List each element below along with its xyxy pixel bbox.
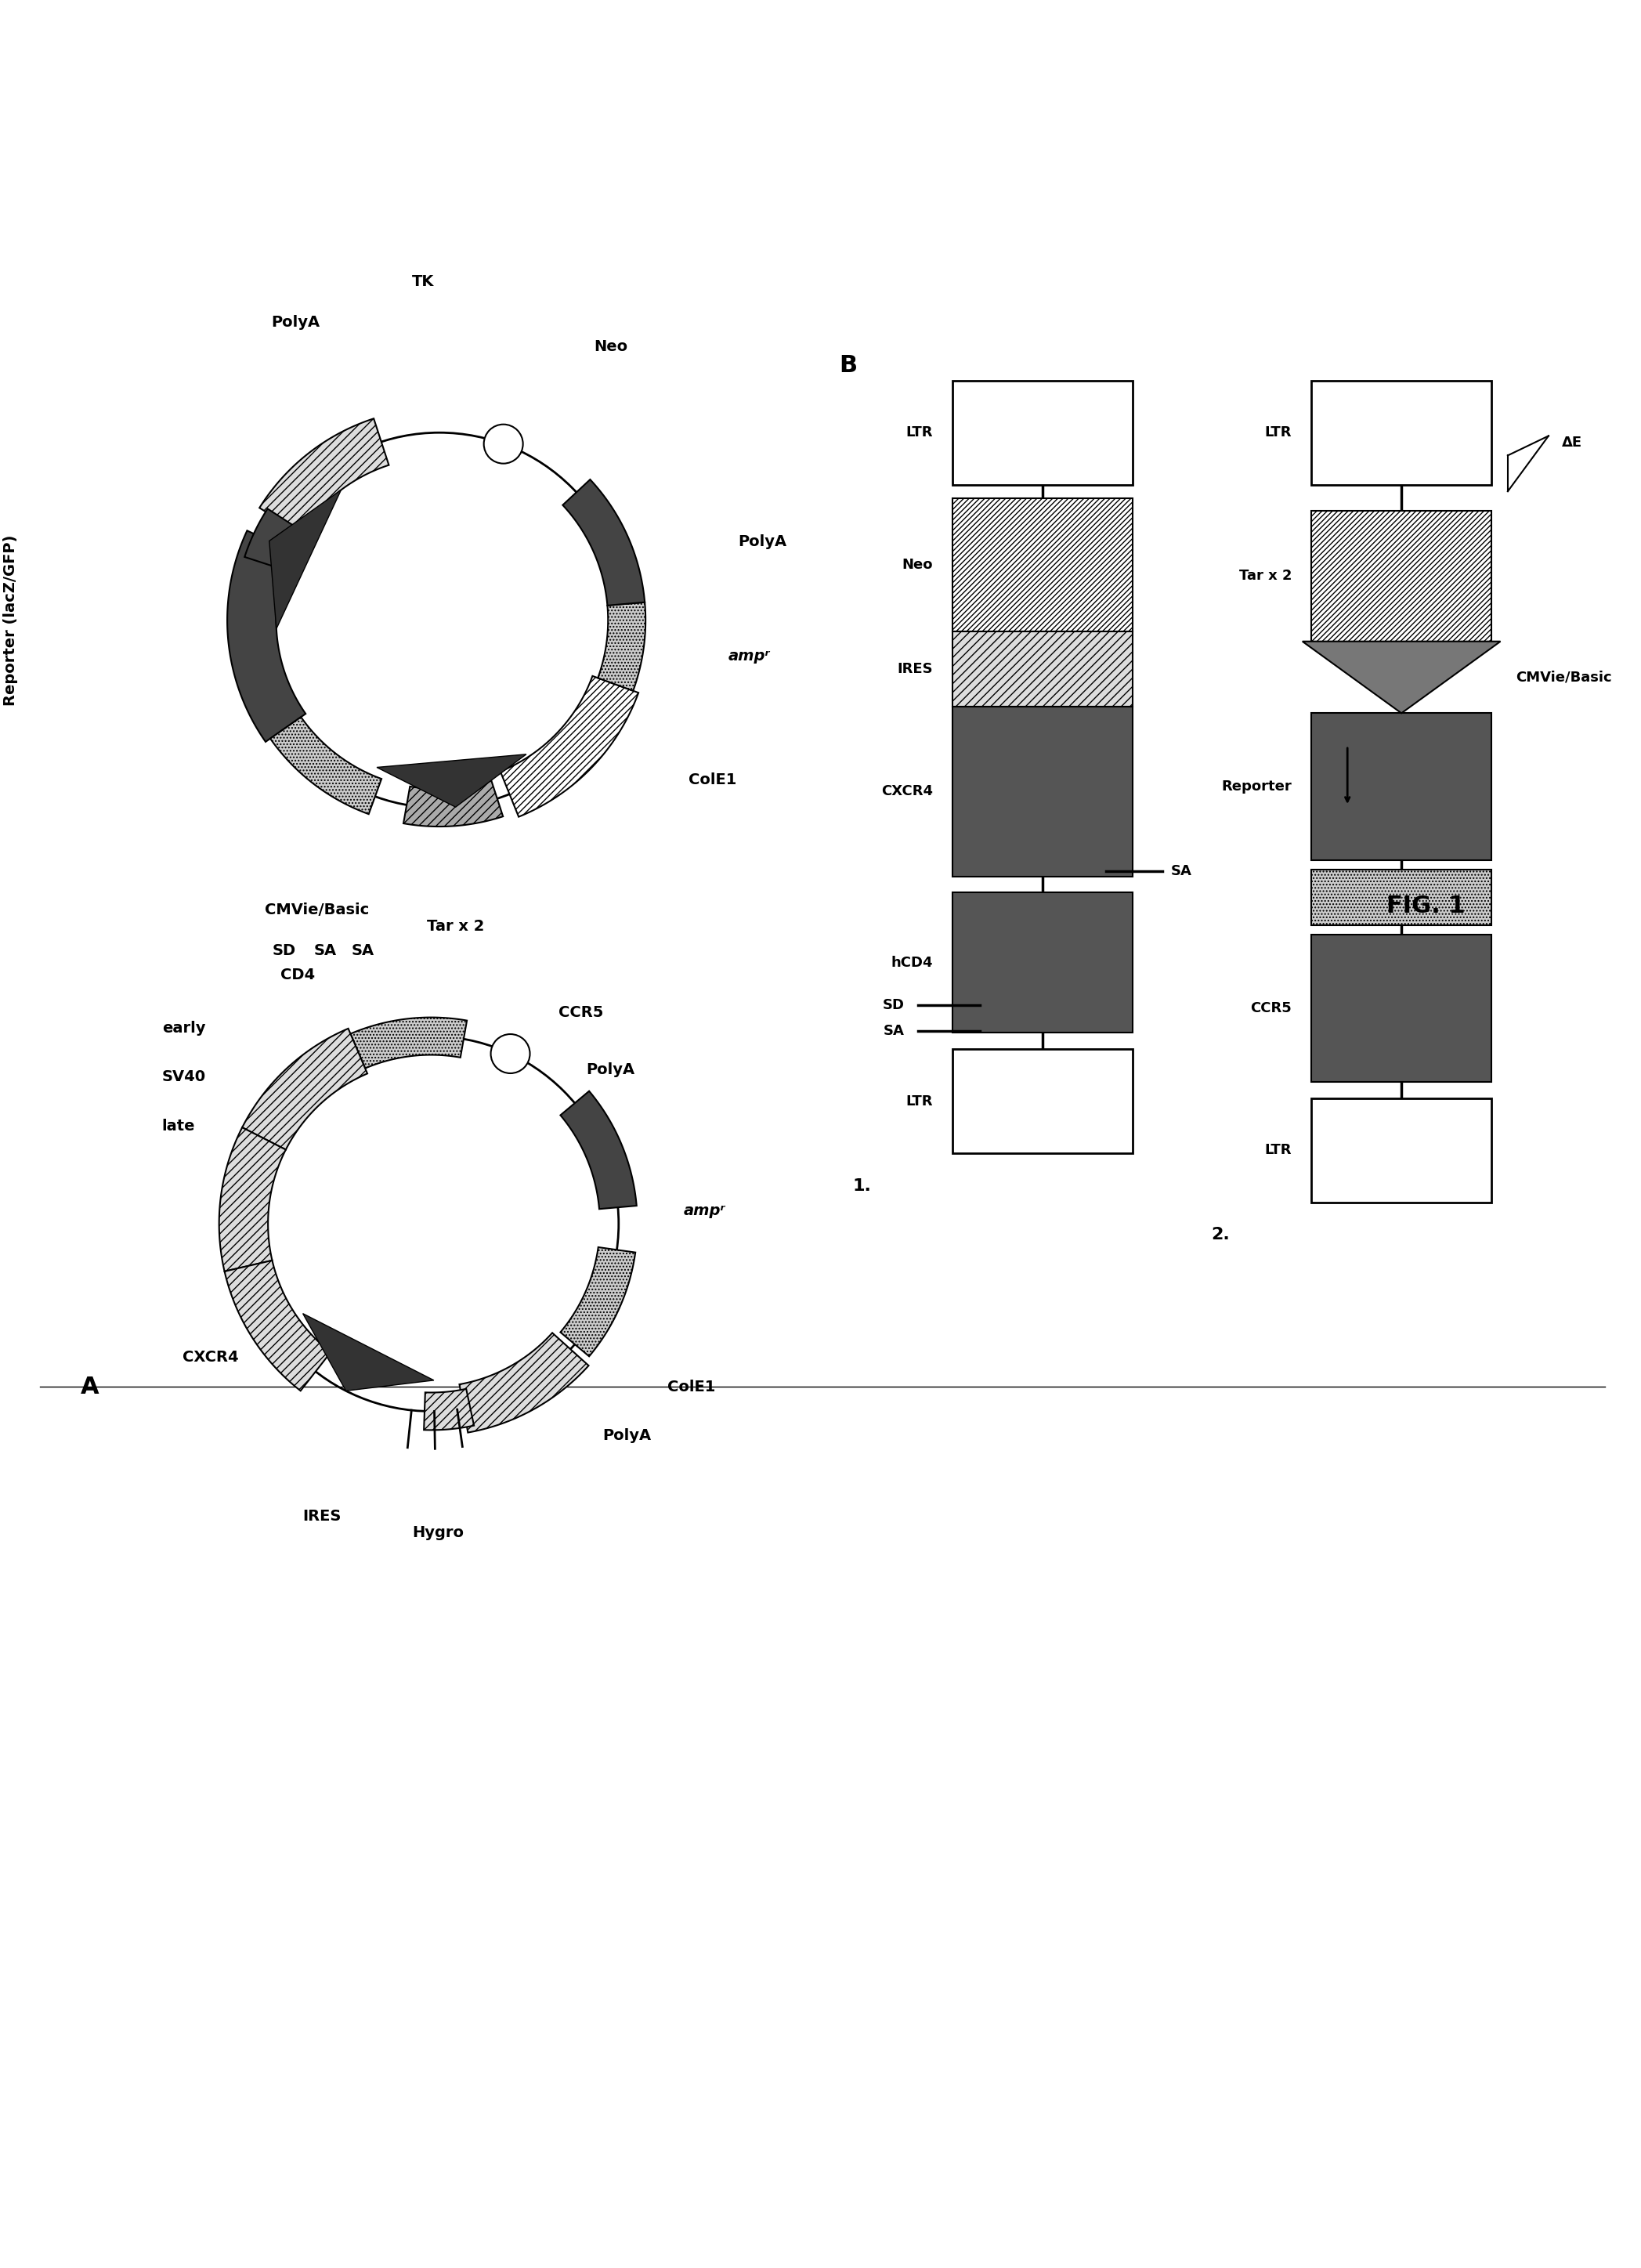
Text: PolyA: PolyA (271, 315, 320, 329)
Polygon shape (243, 1027, 368, 1150)
Text: CD4: CD4 (281, 968, 315, 982)
Text: Hygro: Hygro (412, 1526, 464, 1540)
Text: 2.: 2. (1211, 1227, 1229, 1243)
Polygon shape (560, 1247, 635, 1356)
Polygon shape (563, 479, 645, 606)
Text: SA: SA (351, 943, 374, 957)
Text: CMVie/Basic: CMVie/Basic (1516, 671, 1611, 685)
Text: ampʳ: ampʳ (729, 649, 770, 665)
Text: CMVie/Basic: CMVie/Basic (264, 903, 369, 916)
Polygon shape (271, 717, 381, 814)
Polygon shape (501, 676, 638, 816)
Bar (953, 894, 1132, 1032)
Text: SA: SA (313, 943, 336, 957)
Text: PolyA: PolyA (738, 535, 786, 549)
Bar (1311, 510, 1492, 642)
Polygon shape (423, 1388, 474, 1431)
Bar (1311, 869, 1492, 925)
Text: ColE1: ColE1 (668, 1379, 715, 1395)
Text: LTR: LTR (906, 1095, 934, 1109)
Text: A: A (80, 1374, 98, 1397)
Text: late: late (161, 1118, 195, 1134)
Text: Neo: Neo (594, 340, 627, 354)
Text: B: B (839, 354, 857, 376)
Polygon shape (259, 420, 389, 533)
Polygon shape (1303, 642, 1500, 712)
Text: SA: SA (1172, 864, 1191, 878)
Text: SA: SA (883, 1025, 904, 1039)
Text: early: early (162, 1021, 207, 1036)
Polygon shape (560, 1091, 637, 1209)
Text: 1.: 1. (852, 1177, 871, 1193)
Text: hCD4: hCD4 (891, 955, 934, 971)
Polygon shape (304, 1313, 433, 1390)
Polygon shape (377, 755, 527, 807)
Polygon shape (220, 1127, 286, 1272)
Text: CXCR4: CXCR4 (182, 1349, 238, 1365)
Bar (953, 631, 1132, 708)
Circle shape (491, 1034, 530, 1073)
Polygon shape (597, 603, 645, 692)
Text: Tar x 2: Tar x 2 (427, 919, 484, 934)
Bar (1311, 1098, 1492, 1202)
Text: LTR: LTR (1265, 1143, 1291, 1157)
Polygon shape (351, 1018, 468, 1068)
Polygon shape (245, 508, 297, 567)
Text: FIG. 1: FIG. 1 (1387, 894, 1465, 916)
Text: SD: SD (272, 943, 295, 957)
Circle shape (484, 424, 523, 463)
Text: Neo: Neo (903, 558, 934, 572)
Text: TK: TK (412, 274, 435, 288)
Text: IRES: IRES (898, 662, 934, 676)
Text: LTR: LTR (1265, 426, 1291, 440)
Bar (1311, 381, 1492, 485)
Polygon shape (269, 490, 341, 628)
Text: ColE1: ColE1 (689, 773, 737, 787)
Bar (1311, 934, 1492, 1082)
Text: Tar x 2: Tar x 2 (1239, 569, 1291, 583)
Bar (953, 381, 1132, 485)
Text: CXCR4: CXCR4 (881, 785, 934, 798)
Text: ΔE: ΔE (1562, 435, 1582, 449)
Text: CCR5: CCR5 (1250, 1002, 1291, 1016)
Text: CCR5: CCR5 (558, 1005, 604, 1021)
Text: Reporter (lacZ/GFP): Reporter (lacZ/GFP) (3, 535, 18, 705)
Text: PolyA: PolyA (586, 1061, 635, 1077)
Polygon shape (459, 1334, 589, 1433)
Polygon shape (404, 780, 504, 826)
Polygon shape (225, 1261, 331, 1390)
Bar (953, 499, 1132, 631)
Text: Reporter: Reporter (1221, 780, 1291, 794)
Polygon shape (226, 531, 305, 742)
Text: SD: SD (883, 998, 904, 1012)
Text: LTR: LTR (906, 426, 934, 440)
Text: SV40: SV40 (162, 1070, 207, 1084)
Text: ampʳ: ampʳ (684, 1204, 725, 1218)
Bar (953, 1050, 1132, 1154)
Text: IRES: IRES (302, 1508, 341, 1524)
Text: PolyA: PolyA (602, 1429, 651, 1442)
Bar (1311, 712, 1492, 860)
Bar (953, 708, 1132, 875)
